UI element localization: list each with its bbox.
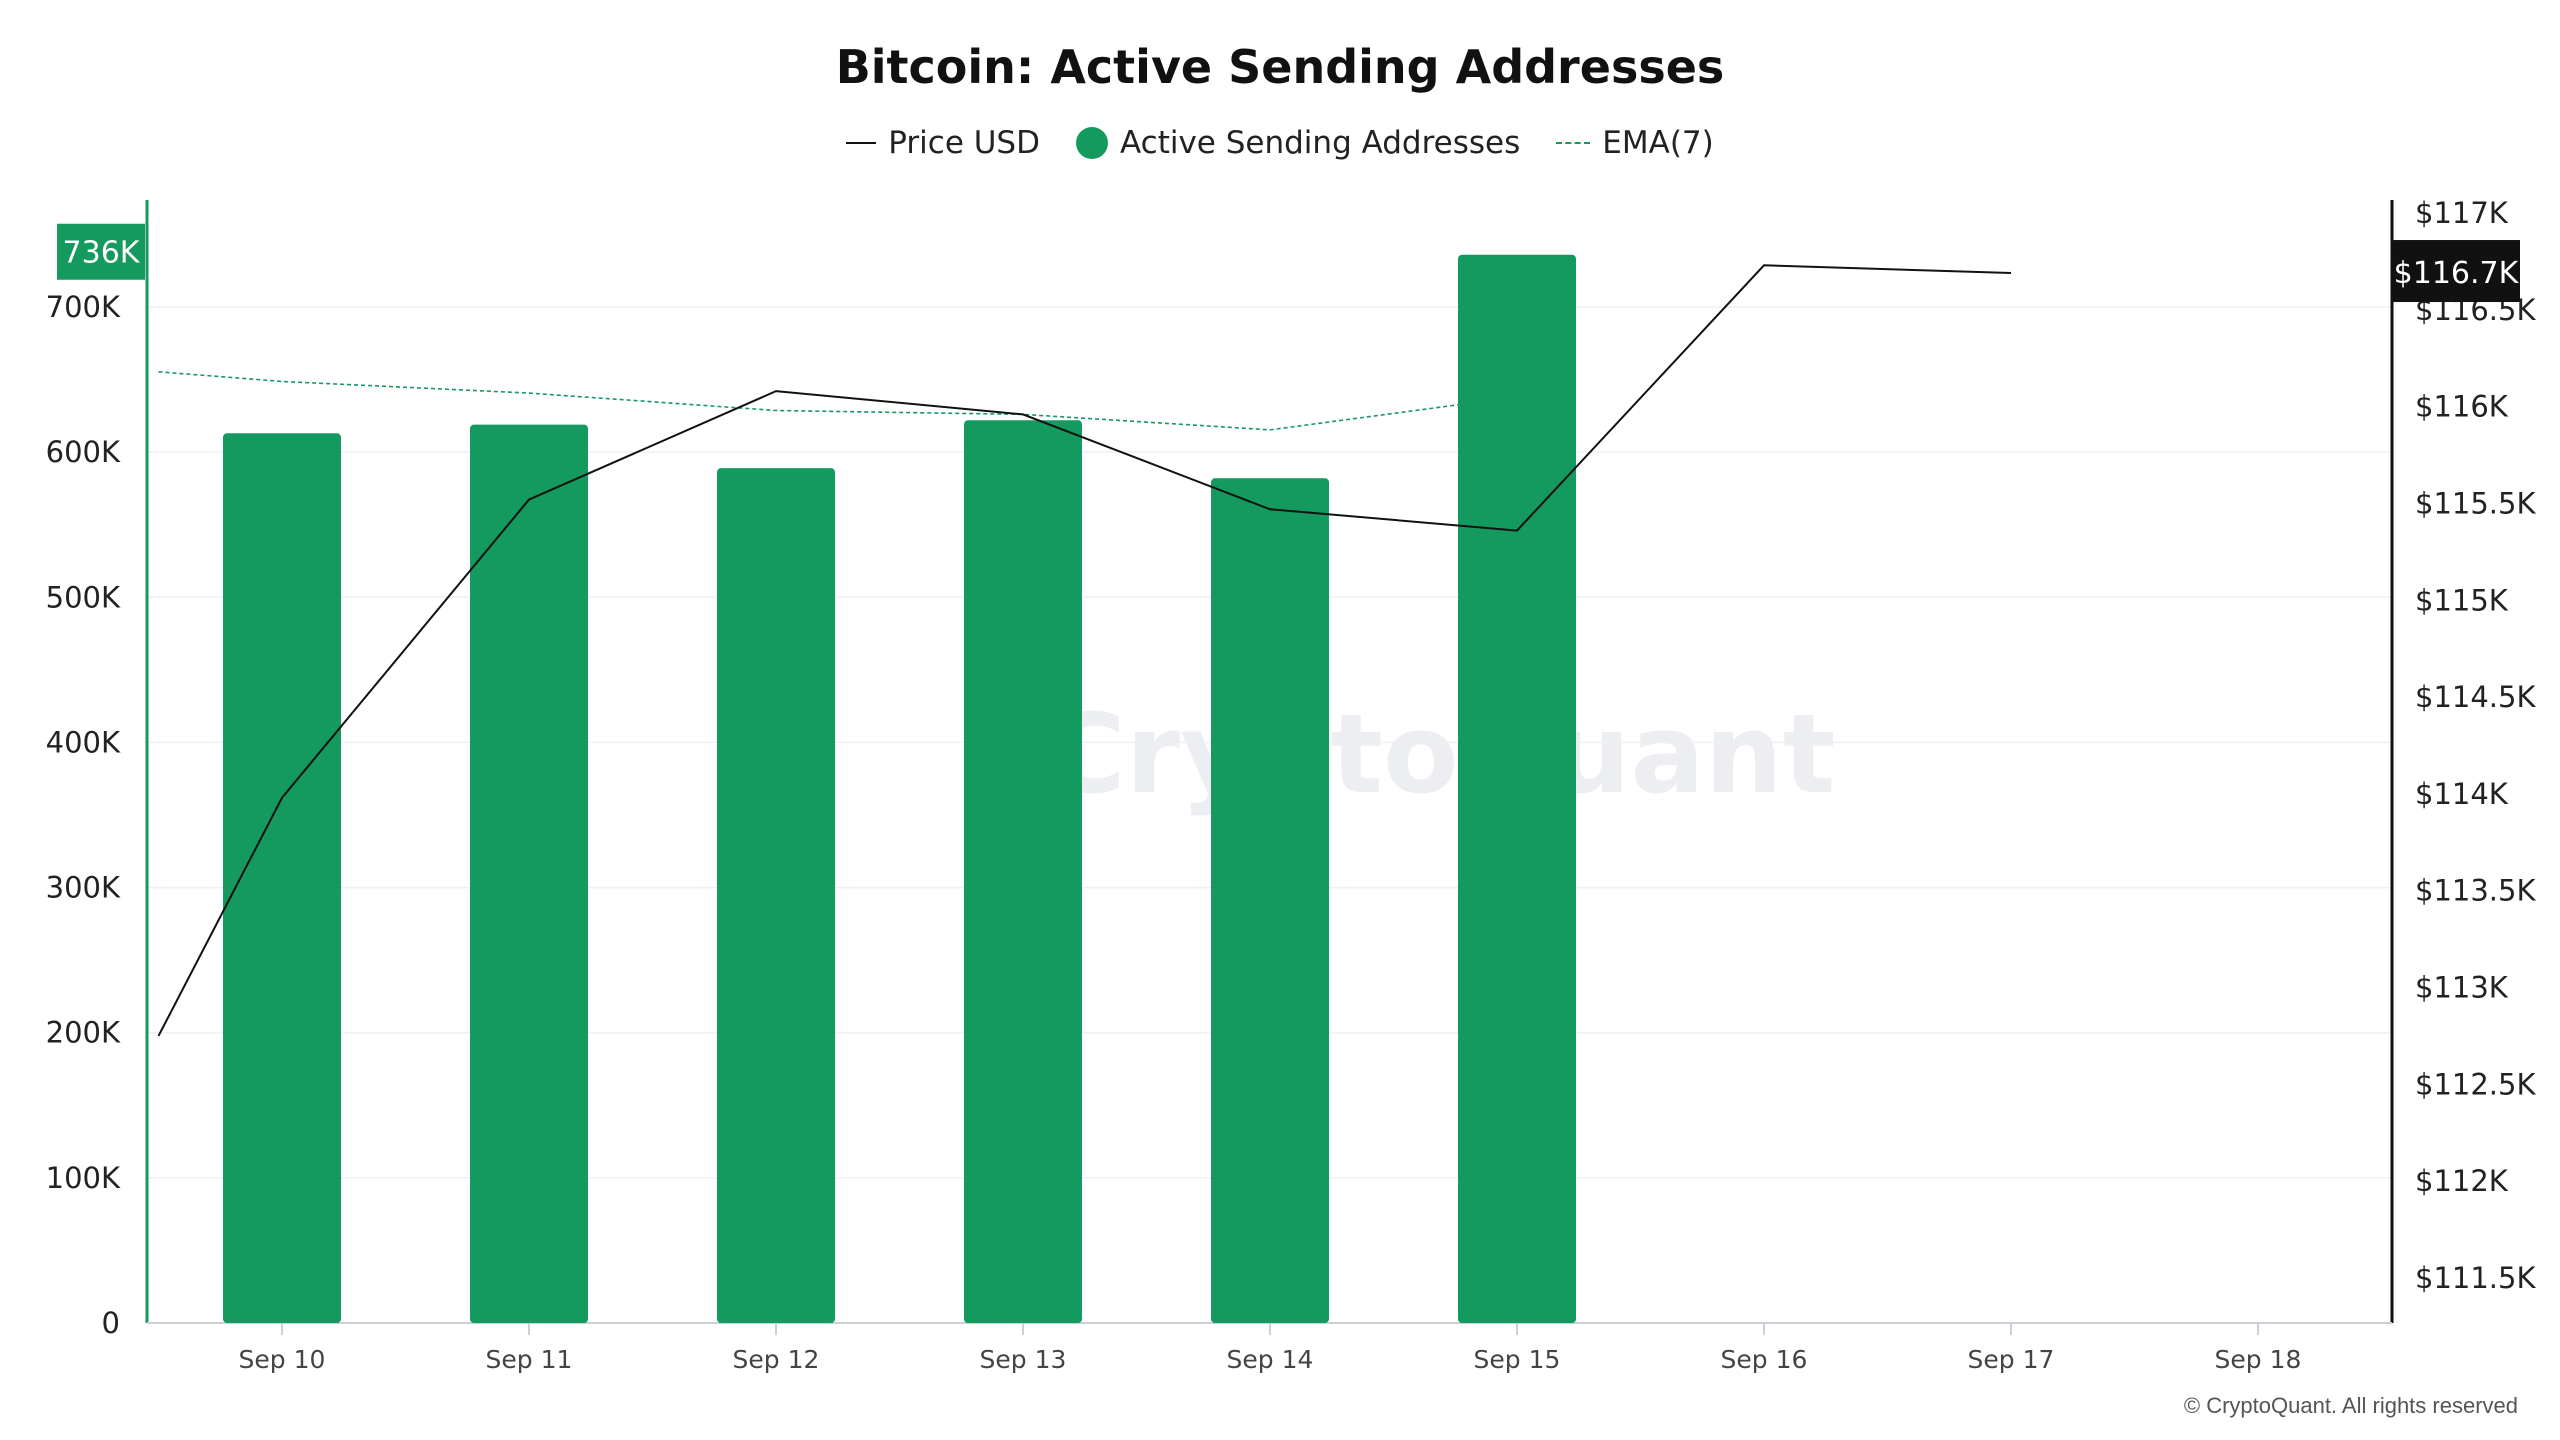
x-tick-label: Sep 15 <box>1474 1345 1561 1374</box>
y-left-tick-label: 0 <box>102 1306 120 1340</box>
right-value-badge-label: $116.7K <box>2394 256 2520 291</box>
y-right-tick-label: $112K <box>2415 1164 2509 1198</box>
ema-line <box>158 370 1518 431</box>
y-right-tick-label: $116K <box>2415 390 2509 424</box>
y-right-tick-label: $113K <box>2415 971 2509 1005</box>
ema-dash-swatch <box>1556 142 1591 144</box>
legend-price-label: Price USD <box>888 125 1040 161</box>
y-left-tick-label: 500K <box>46 580 121 614</box>
bar <box>223 433 341 1323</box>
y-left-tick-label: 700K <box>46 290 121 324</box>
legend-item-ema[interactable]: EMA(7) <box>1556 125 1714 161</box>
legend-item-price[interactable]: Price USD <box>846 125 1040 161</box>
x-tick-label: Sep 18 <box>2215 1345 2302 1374</box>
bar <box>1458 254 1576 1324</box>
y-left-tick-label: 600K <box>46 435 121 469</box>
y-left-tick-label: 400K <box>46 725 121 759</box>
y-right-tick-label: $114.5K <box>2415 680 2536 714</box>
price-line <box>157 264 2012 1037</box>
y-right-tick-label: $112.5K <box>2415 1067 2536 1101</box>
y-left-tick-label: 200K <box>46 1016 121 1050</box>
bar <box>964 420 1082 1323</box>
x-tick-label: Sep 16 <box>1721 1345 1808 1374</box>
y-right-tick-label: $114K <box>2415 777 2509 811</box>
x-tick-label: Sep 12 <box>733 1345 820 1374</box>
bar <box>1211 478 1329 1324</box>
legend-addresses-label: Active Sending Addresses <box>1119 125 1521 161</box>
y-right-tick-label: $111.5K <box>2415 1261 2536 1295</box>
copyright-notice: © CryptoQuant. All rights reserved <box>2183 1393 2518 1418</box>
y-right-tick-label: $115K <box>2415 583 2509 617</box>
x-tick-label: Sep 11 <box>486 1345 573 1374</box>
addresses-dot-swatch <box>1075 127 1108 159</box>
watermark-logo: CryptoQuant <box>1045 690 1836 818</box>
bar <box>470 424 588 1324</box>
price-line-swatch <box>846 142 877 144</box>
chart-title: Bitcoin: Active Sending Addresses <box>835 40 1725 94</box>
legend: Price USD Active Sending Addresses EMA(7… <box>0 125 2560 161</box>
x-tick-label: Sep 13 <box>980 1345 1067 1374</box>
left-value-badge-label: 736K <box>63 236 141 271</box>
bar <box>717 468 835 1323</box>
legend-item-addresses[interactable]: Active Sending Addresses <box>1075 125 1521 161</box>
y-right-tick-label: $115.5K <box>2415 486 2536 520</box>
y-right-tick-label: $113.5K <box>2415 874 2536 908</box>
y-left-tick-label: 100K <box>46 1161 121 1195</box>
right-value-badge <box>2392 240 2520 303</box>
left-value-badge <box>57 223 145 280</box>
y-left-tick-label: 300K <box>46 871 121 905</box>
x-tick-label: Sep 17 <box>1968 1345 2055 1374</box>
y-right-tick-label: $117K <box>2415 196 2509 230</box>
legend-ema-label: EMA(7) <box>1602 125 1714 161</box>
x-tick-label: Sep 14 <box>1227 1345 1314 1374</box>
x-tick-label: Sep 10 <box>239 1345 326 1374</box>
